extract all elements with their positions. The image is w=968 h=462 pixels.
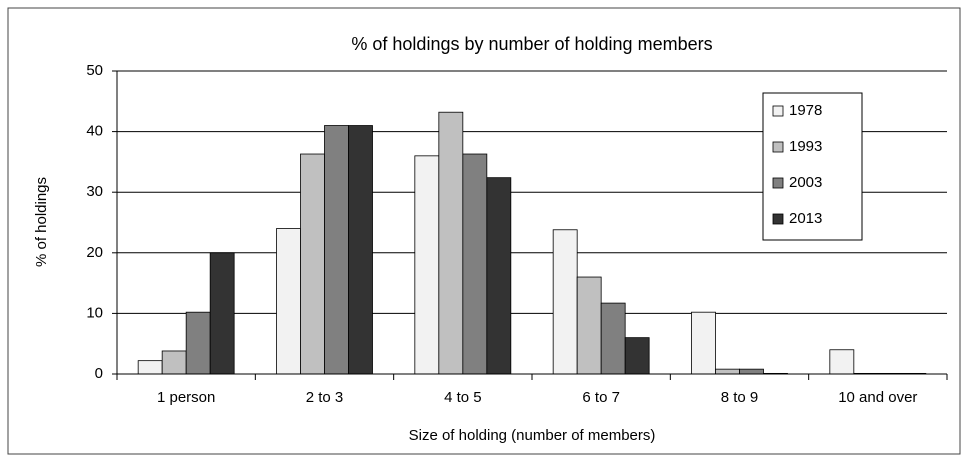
bar <box>624 337 650 375</box>
y-tick-label: 30 <box>86 183 103 200</box>
bar <box>438 111 464 375</box>
bar <box>276 228 301 375</box>
legend-label: 2013 <box>789 210 822 227</box>
x-tick-label: 6 to 7 <box>582 389 620 406</box>
legend-swatch <box>772 177 784 189</box>
legend-swatch <box>772 141 784 153</box>
bar <box>161 350 187 375</box>
bar <box>324 125 349 375</box>
legend-label: 2003 <box>789 174 822 191</box>
bar <box>137 360 163 375</box>
x-tick-label: 4 to 5 <box>444 389 482 406</box>
y-axis-label: % of holdings <box>33 177 50 267</box>
x-axis-label: Size of holding (number of members) <box>409 427 656 444</box>
bar <box>414 155 440 375</box>
bar <box>462 153 488 375</box>
legend-label: 1978 <box>789 102 822 119</box>
chart-title: % of holdings by number of holding membe… <box>351 34 712 54</box>
bar <box>715 368 740 375</box>
legend-swatch <box>772 105 784 117</box>
y-tick-label: 0 <box>95 365 103 382</box>
bar <box>348 125 373 375</box>
x-tick-label: 1 person <box>157 389 215 406</box>
bar <box>739 368 764 375</box>
y-tick-label: 50 <box>86 62 103 79</box>
y-tick-label: 20 <box>86 244 103 261</box>
bar <box>552 229 578 375</box>
bar <box>185 311 211 375</box>
x-tick-label: 10 and over <box>838 389 917 406</box>
y-tick-label: 10 <box>86 304 103 321</box>
bar <box>486 177 512 375</box>
x-tick-label: 2 to 3 <box>306 389 344 406</box>
bar <box>691 311 716 375</box>
bar <box>300 153 325 375</box>
x-tick-label: 8 to 9 <box>721 389 759 406</box>
bar <box>600 302 626 375</box>
legend-swatch <box>772 213 784 225</box>
bar <box>209 252 235 375</box>
bar <box>576 276 602 375</box>
y-tick-label: 40 <box>86 123 103 140</box>
frame <box>7 7 961 455</box>
legend-label: 1993 <box>789 138 822 155</box>
bar <box>829 349 855 375</box>
